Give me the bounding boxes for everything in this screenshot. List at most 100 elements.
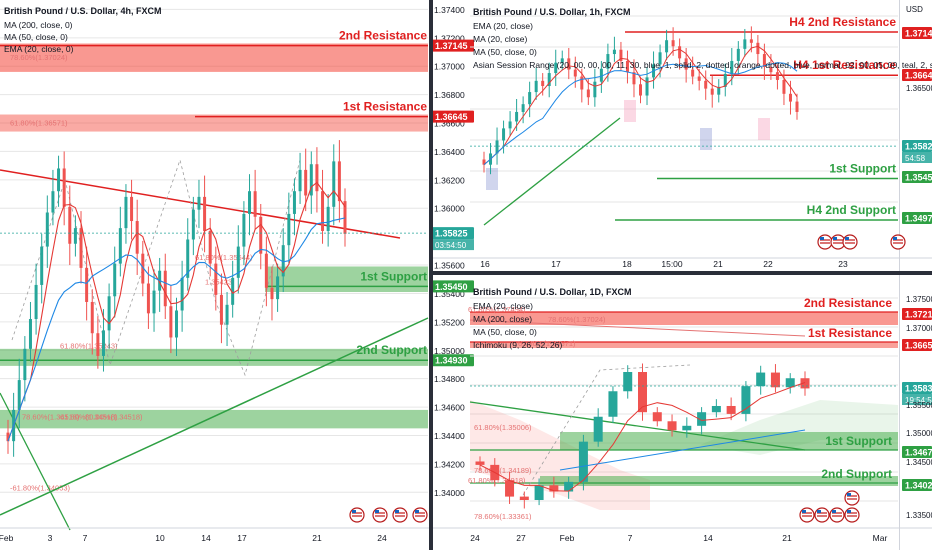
up-trendline: [0, 317, 429, 516]
price-tag-sub-bg: [902, 152, 932, 163]
h4-candle: [337, 161, 341, 202]
h1-candle: [567, 58, 571, 70]
d1-candle: [505, 480, 515, 497]
y-tick-label: 1.35200: [434, 317, 465, 327]
session-range-box: [758, 118, 770, 140]
y-tick-label: 1.37200: [434, 33, 465, 43]
h4-candle: [203, 196, 207, 231]
h4-candle: [248, 191, 252, 214]
h1-candle: [775, 72, 779, 80]
pane-separators: [429, 0, 932, 550]
h1-candle: [482, 159, 486, 165]
price-tag-bg: [902, 382, 932, 394]
x-tick-label: Mar: [873, 533, 888, 543]
flag-canton: [832, 510, 836, 513]
fib-label: 61.80%(1.36571): [10, 118, 68, 127]
ma-200-line: [469, 319, 806, 337]
h1-candle: [736, 48, 740, 61]
y-tick-label: 1.34400: [434, 431, 465, 441]
support-zone: [540, 476, 898, 486]
chart-4h: 1.37400 1.37200 1.37000 1.36800 1.36600 1.364…: [0, 0, 474, 550]
indicator-legend: EMA (20, close): [473, 301, 533, 311]
h4-candle: [85, 267, 89, 302]
x-tick-label: 15:00: [661, 259, 683, 269]
price-tag-bg: [902, 308, 932, 320]
indicator-legend: Ichimoku (9, 26, 52, 26): [473, 340, 562, 350]
x-tick-label: 24: [377, 533, 387, 543]
h4-candle: [124, 196, 128, 229]
h4-candle: [304, 169, 308, 196]
h1-candle: [495, 140, 499, 154]
h1-candle: [508, 121, 512, 129]
h4-candle: [270, 287, 274, 300]
x-tick-label: Feb: [560, 533, 575, 543]
fib-label: 1.35423: [205, 277, 232, 286]
y-tick-label: 1.34200: [434, 459, 465, 469]
price-tag: 1.35834: [905, 384, 932, 394]
y-tick-label: 1.34000: [434, 488, 465, 498]
h1-candle: [717, 86, 721, 95]
fib-label: 61.80%(1.35043): [60, 341, 118, 350]
level-label: 1st Resistance: [343, 100, 427, 114]
h4-candle: [287, 213, 291, 246]
h4-candle: [57, 168, 61, 192]
fib-label: 78.60%(1.33361): [474, 512, 532, 521]
h1-candle: [684, 58, 688, 70]
ma-50-line: [7, 217, 346, 442]
h1-candle: [528, 92, 532, 105]
x-tick-label: 17: [551, 259, 561, 269]
h1-candle: [573, 69, 577, 77]
x-tick-label: 7: [628, 533, 633, 543]
x-tick-label: 16: [480, 259, 490, 269]
y-tick-label: 1.37500: [906, 295, 932, 304]
d1-candle: [534, 485, 544, 500]
h4-candle: [298, 169, 302, 192]
support-trendline: [469, 401, 806, 451]
ema-20-line: [7, 181, 346, 442]
fib-label: 61.80%(1.36571): [518, 339, 576, 348]
y-tick-label: 1.34500: [906, 458, 932, 467]
flag-canton: [352, 510, 356, 513]
h1-candle: [554, 62, 558, 74]
level-label: 1st Support: [360, 269, 427, 283]
flag-canton: [845, 237, 849, 240]
h1-candle: [606, 54, 610, 69]
h1-candle: [502, 128, 506, 141]
symbol-title: British Pound / U.S. Dollar, 1D, FXCM: [473, 287, 632, 297]
price-tag: 1.36645: [905, 71, 932, 81]
price-tag-bg: [902, 27, 932, 39]
level-label: 2nd Support: [356, 343, 427, 357]
h4-candle: [113, 263, 117, 297]
h4-candle: [321, 191, 325, 231]
flag-canton: [847, 493, 851, 496]
price-tag: 1.37215: [905, 310, 932, 320]
indicator-legend: MA (50, close, 0): [473, 47, 537, 57]
price-tag: 1.34930: [435, 356, 468, 366]
y-tick-label: 1.35000: [906, 429, 932, 438]
h4-candle: [62, 168, 66, 207]
support-trendline: [0, 392, 71, 531]
h4-candle: [326, 206, 330, 231]
h4-candle: [236, 246, 240, 278]
h1-candle: [599, 68, 603, 82]
price-tag: 1.35825: [435, 229, 468, 239]
pane-separator-vertical: [429, 0, 433, 550]
level-label: 2nd Support: [821, 467, 892, 481]
h4-candle: [191, 209, 195, 240]
price-tag-sub-bg: [902, 394, 932, 405]
h1-candle: [541, 80, 545, 87]
h4-candle: [276, 276, 280, 300]
h1-candle: [743, 39, 747, 49]
y-tick-label: 1.34600: [434, 403, 465, 413]
level-label: H4 2nd Support: [807, 203, 896, 217]
h1-candle: [645, 77, 649, 96]
h1-candle: [521, 104, 525, 112]
h1-candle: [580, 76, 584, 90]
price-tag: 1.36650: [905, 341, 932, 351]
h4-candle: [107, 296, 111, 331]
y-tick-label: 1.36200: [434, 175, 465, 185]
h4-candle: [231, 277, 235, 305]
indicator-legend: EMA (20, close): [473, 21, 533, 31]
ema-20-line: [483, 45, 798, 166]
